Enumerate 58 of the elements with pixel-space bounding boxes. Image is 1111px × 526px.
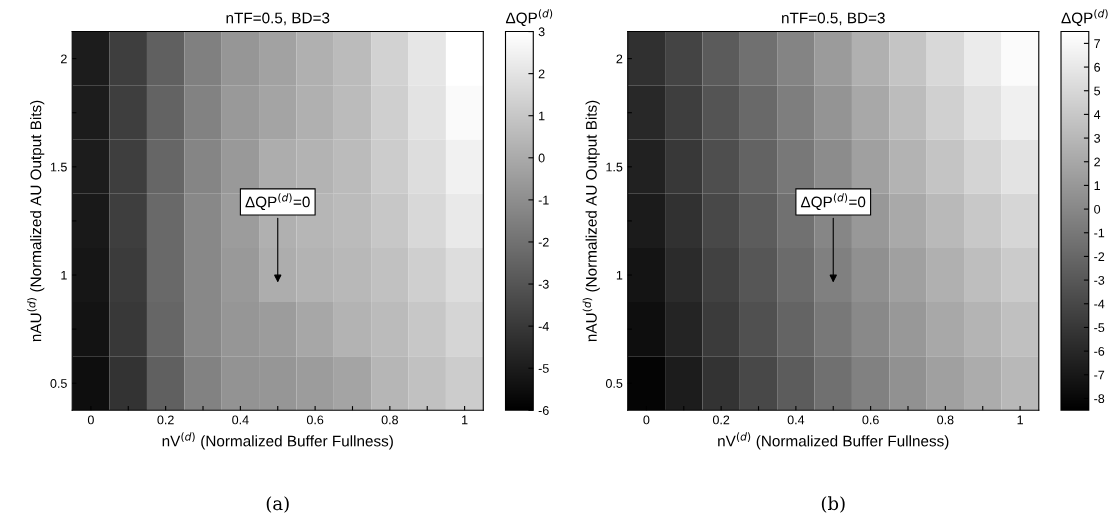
text: (b) (821, 496, 845, 513)
y-tick-label: 0.5 (605, 379, 623, 388)
chart-title: nTF=0.5, BD=3 (226, 12, 330, 26)
y-axis-title: nAU$^{(d)}$ (Normalized AU Output Bits) (582, 100, 600, 342)
color-bar-label: -5 (538, 364, 549, 373)
color-bar-label: -6 (1094, 346, 1105, 356)
y-axis-title: nAU$^{(d)}$ (Normalized AU Output Bits) (27, 100, 45, 342)
color-bar-label: -4 (1094, 299, 1105, 309)
color-bar-label: 2 (1094, 157, 1100, 167)
y-tick-label: 1.5 (606, 162, 623, 172)
y-tick-label: 1.5 (50, 162, 67, 172)
color-bar-label: -2 (1094, 252, 1105, 261)
color-bar-label: 3 (538, 27, 545, 37)
x-tick-label: 0.6 (862, 415, 879, 425)
x-tick-label: 0.2 (712, 415, 730, 425)
x-tick-label: 1 (1017, 415, 1023, 425)
color-bar-label: 2 (538, 69, 545, 79)
color-bar-label: -7 (1094, 370, 1105, 380)
y-tick-label: 0.5 (50, 379, 67, 388)
x-axis-title: nV$^{(d)}$ (Normalized Buffer Fullness) (162, 432, 393, 450)
color-bar-label: 7 (1094, 39, 1100, 48)
color-bar-title: ΔQP$^{(d)}$ (505, 9, 553, 27)
color-bar-label: -1 (1094, 228, 1105, 238)
chart-title: nTF=0.5, BD=3 (782, 12, 885, 26)
x-tick-label: 0.8 (937, 415, 954, 425)
color-bar-label: 1 (539, 111, 545, 121)
color-bar-label: -2 (538, 237, 549, 247)
color-bar-label: -4 (538, 322, 549, 331)
x-tick-label: 1 (462, 415, 468, 425)
color-bar-label: -6 (538, 406, 549, 415)
color-bar-label: -8 (1094, 394, 1105, 404)
y-tick-label: 2 (616, 54, 623, 64)
annotation: ΔQP$^{(d)}$=0 (245, 193, 310, 211)
x-tick-label: 0 (87, 415, 94, 425)
color-bar-label: 0 (1094, 204, 1101, 214)
color-bar-title: ΔQP$^{(d)}$ (1061, 9, 1108, 27)
x-tick-label: 0.8 (381, 415, 399, 425)
x-axis-title: nV$^{(d)}$ (Normalized Buffer Fullness) (718, 432, 949, 450)
y-tick-label: 2 (61, 54, 67, 64)
x-tick-label: 0.2 (157, 415, 174, 425)
color-bar-label: -3 (1094, 275, 1105, 285)
color-bar-label: 1 (1094, 181, 1100, 190)
x-tick-label: 0 (643, 415, 650, 425)
x-tick-label: 0.4 (232, 415, 249, 425)
color-bar-label: 4 (1093, 110, 1101, 119)
annotation: ΔQP$^{(d)}$=0 (800, 193, 866, 211)
y-tick-label: 1 (616, 270, 623, 280)
y-tick-label: 1 (61, 270, 67, 280)
color-bar-label: -5 (1094, 323, 1105, 333)
color-bar-label: -3 (538, 279, 549, 289)
x-tick-label: 0.6 (306, 415, 324, 425)
color-bar-label: 6 (1094, 62, 1101, 72)
color-bar-label: 0 (538, 153, 545, 163)
text: (a) (266, 496, 289, 513)
color-bar-label: -1 (538, 195, 549, 205)
color-bar-label: 5 (1094, 86, 1101, 96)
x-tick-label: 0.4 (787, 415, 805, 425)
color-bar-label: 3 (1094, 133, 1101, 143)
